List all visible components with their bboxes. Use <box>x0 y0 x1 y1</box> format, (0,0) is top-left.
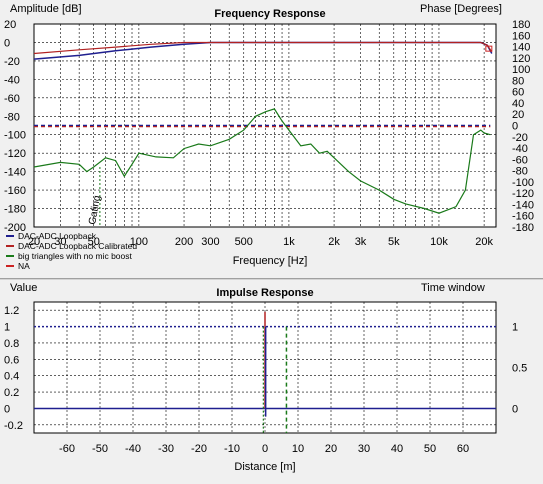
imp-y-left-tick: 0.4 <box>4 371 19 383</box>
freq-x-tick: 50 <box>88 236 100 248</box>
amp-calibrated-line <box>33 41 493 55</box>
na-marker <box>485 45 493 52</box>
freq-y-right-tick: -20 <box>512 132 528 144</box>
freq-x-ticks: 20 30 50 100 200 300 500 1k 2k 3k 5k 10k 20k <box>28 236 494 248</box>
freq-x-tick: 3k <box>355 236 367 248</box>
imp-x-tick: 60 <box>457 443 469 455</box>
imp-y-left-tick: 0.2 <box>4 387 19 399</box>
legend-label: DAC-ADC Loopback Calibrated <box>18 241 137 251</box>
freq-y-left-tick: 0 <box>4 37 10 49</box>
frequency-response-panel[interactable]: Amplitude [dB] Frequency Response Phase … <box>0 0 543 279</box>
freq-y-right-tick: -60 <box>512 154 528 166</box>
legend-label: NA <box>18 261 30 271</box>
imp-x-label: Distance [m] <box>234 461 295 473</box>
imp-x-tick: 50 <box>424 443 436 455</box>
imp-y-left-label: Value <box>10 282 37 294</box>
freq-y-right-tick: 20 <box>512 109 524 121</box>
freq-y-left-tick: -200 <box>4 222 26 234</box>
freq-y-right-tick: -160 <box>512 211 534 223</box>
freq-x-tick: 200 <box>175 236 193 248</box>
freq-y-right-tick: 140 <box>512 42 530 54</box>
freq-y-right-ticks: 180160140120100806040200-20-40-60-80-100… <box>512 19 534 234</box>
imp-y-right-tick: 0 <box>512 403 518 415</box>
impulse-response-panel[interactable]: Value Impulse Response Time window Dista… <box>0 280 543 484</box>
imp-curves <box>34 311 496 433</box>
imp-y-right-ticks: 10.50 <box>512 322 527 416</box>
freq-y-left-tick: -160 <box>4 185 26 197</box>
imp-y-left-ticks: 1.2 1 0.8 0.6 0.4 0.2 0 -0.2 <box>4 305 23 432</box>
freq-x-tick: 5k <box>388 236 400 248</box>
imp-x-ticks: -60 -50 -40 -30 -20 -10 0 10 20 30 40 50 60 <box>59 443 469 455</box>
imp-x-tick: -30 <box>158 443 174 455</box>
big-triangles-line <box>33 108 491 214</box>
imp-x-tick: 40 <box>391 443 403 455</box>
legend-label: DAC-ADC Loopback <box>18 231 97 241</box>
imp-x-tick: 20 <box>325 443 337 455</box>
imp-x-tick: -10 <box>224 443 240 455</box>
imp-y-right-tick: 1 <box>512 322 518 334</box>
freq-chart-title: Frequency Response <box>214 8 325 20</box>
freq-y-right-tick: 180 <box>512 19 530 31</box>
imp-x-tick: 0 <box>262 443 268 455</box>
freq-y-right-tick: 120 <box>512 53 530 65</box>
imp-x-tick: 10 <box>292 443 304 455</box>
imp-y-left-tick: 0.6 <box>4 354 19 366</box>
imp-x-tick: -50 <box>92 443 108 455</box>
imp-y-left-tick: 0.8 <box>4 338 19 350</box>
freq-y-right-tick: 40 <box>512 98 524 110</box>
freq-x-tick: 30 <box>54 236 66 248</box>
freq-x-label: Frequency [Hz] <box>233 255 308 267</box>
imp-x-tick: -40 <box>125 443 141 455</box>
freq-y-left-tick: -20 <box>4 56 20 68</box>
gating-marker-label: Gating <box>87 195 103 226</box>
freq-y-right-tick: -40 <box>512 143 528 155</box>
imp-y-right-tick: 0.5 <box>512 363 527 375</box>
freq-x-tick: 20k <box>475 236 493 248</box>
imp-chart-title: Impulse Response <box>216 287 313 299</box>
imp-y-left-tick: -0.2 <box>4 420 23 432</box>
panel-divider[interactable] <box>0 278 543 281</box>
freq-x-tick: 1k <box>283 236 295 248</box>
freq-y-left-tick: -180 <box>4 204 26 216</box>
freq-y-left-tick: -40 <box>4 74 20 86</box>
freq-x-tick: 20 <box>28 236 40 248</box>
freq-y-right-tick: 80 <box>512 75 524 87</box>
freq-y-right-tick: -140 <box>512 199 534 211</box>
freq-curves <box>33 41 493 227</box>
freq-y-right-tick: -180 <box>512 222 534 234</box>
freq-y-left-tick: -140 <box>4 167 26 179</box>
freq-y-right-tick: 100 <box>512 64 530 76</box>
freq-y-left-tick: -100 <box>4 130 26 142</box>
freq-x-tick: 10k <box>430 236 448 248</box>
frequency-response-chart[interactable]: Amplitude [dB] Frequency Response Phase … <box>0 0 543 279</box>
legend-label: big triangles with no mic boost <box>18 251 133 261</box>
freq-y-right-tick: -100 <box>512 177 534 189</box>
freq-y-right-tick: -120 <box>512 188 534 200</box>
freq-y-left-tick: -60 <box>4 93 20 105</box>
freq-y-right-tick: 0 <box>512 121 518 133</box>
freq-y-left-tick: -120 <box>4 148 26 160</box>
freq-x-tick: 100 <box>130 236 148 248</box>
imp-y-left-tick: 1.2 <box>4 305 19 317</box>
freq-y-left-tick: -80 <box>4 111 20 123</box>
freq-x-tick: 300 <box>201 236 219 248</box>
freq-y-left-label: Amplitude [dB] <box>10 3 82 15</box>
imp-x-tick: 30 <box>358 443 370 455</box>
impulse-response-chart[interactable]: Value Impulse Response Time window Dista… <box>0 280 543 484</box>
imp-x-tick: -20 <box>191 443 207 455</box>
freq-y-left-tick: 20 <box>4 19 16 31</box>
imp-y-left-tick: 1 <box>4 322 10 334</box>
freq-y-right-label: Phase [Degrees] <box>420 3 502 15</box>
imp-x-tick: -60 <box>59 443 75 455</box>
freq-y-right-tick: -80 <box>512 166 528 178</box>
freq-x-tick: 2k <box>328 236 340 248</box>
freq-y-right-tick: 60 <box>512 87 524 99</box>
freq-x-tick: 500 <box>235 236 253 248</box>
imp-y-right-label: Time window <box>421 282 485 294</box>
freq-y-right-tick: 160 <box>512 30 530 42</box>
imp-y-left-tick: 0 <box>4 403 10 415</box>
freq-y-left-ticks: 20 0 -20 -40 -60 -80 -100 -120 -140 -160 -180 -200 <box>4 19 26 234</box>
